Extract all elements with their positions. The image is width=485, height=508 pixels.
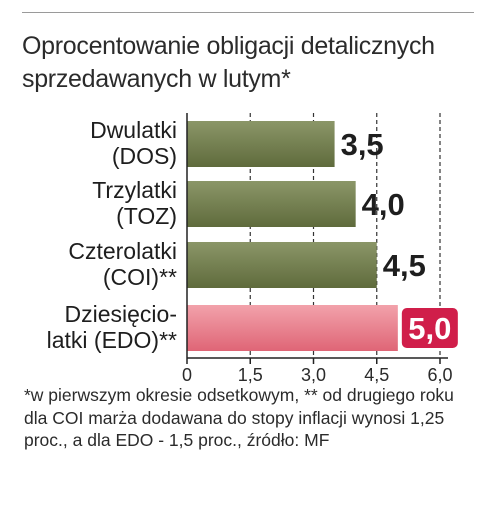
category-label-0-1: (DOS) bbox=[112, 143, 177, 169]
value-badge-3 bbox=[401, 308, 458, 348]
category-label-3-0: Dziesięcio- bbox=[65, 301, 177, 327]
bar-2 bbox=[187, 242, 377, 288]
value-label-2: 4,5 bbox=[383, 248, 426, 283]
value-label-3: 5,0 bbox=[408, 311, 451, 346]
category-label-2-1: (COI)** bbox=[103, 264, 177, 290]
category-label-0-0: Dwulatki bbox=[90, 117, 177, 143]
chart-title: Oprocentowanie obligacji detalicznych sp… bbox=[22, 32, 435, 93]
x-tick-label-4: 6,0 bbox=[427, 365, 452, 385]
category-label-3-1: latki (EDO)** bbox=[47, 327, 177, 353]
bar-3 bbox=[187, 305, 398, 351]
footnote: *w pierwszym okresie odsetkowym, ** od d… bbox=[24, 385, 454, 450]
x-tick-label-1: 1,5 bbox=[238, 365, 263, 385]
category-label-1-1: (TOZ) bbox=[116, 203, 177, 229]
top-divider bbox=[22, 12, 474, 13]
category-label-2-0: Czterolatki bbox=[68, 238, 177, 264]
x-tick-label-3: 4,5 bbox=[364, 365, 389, 385]
value-label-1: 4,0 bbox=[362, 187, 405, 222]
value-label-0: 3,5 bbox=[341, 127, 384, 162]
value-labels: 3,5 4,0 4,5 5,0 bbox=[341, 127, 458, 348]
x-tick-label-0: 0 bbox=[182, 365, 192, 385]
category-labels: Dwulatki(DOS) Trzylatki(TOZ) Czterolatki(C… bbox=[47, 117, 177, 353]
bars bbox=[187, 121, 398, 351]
category-label-1-0: Trzylatki bbox=[92, 177, 177, 203]
x-tick-label-2: 3,0 bbox=[301, 365, 326, 385]
x-axis: 0 1,5 3,0 4,5 6,0 bbox=[182, 113, 453, 385]
bar-1 bbox=[187, 181, 356, 227]
bar-0 bbox=[187, 121, 335, 167]
